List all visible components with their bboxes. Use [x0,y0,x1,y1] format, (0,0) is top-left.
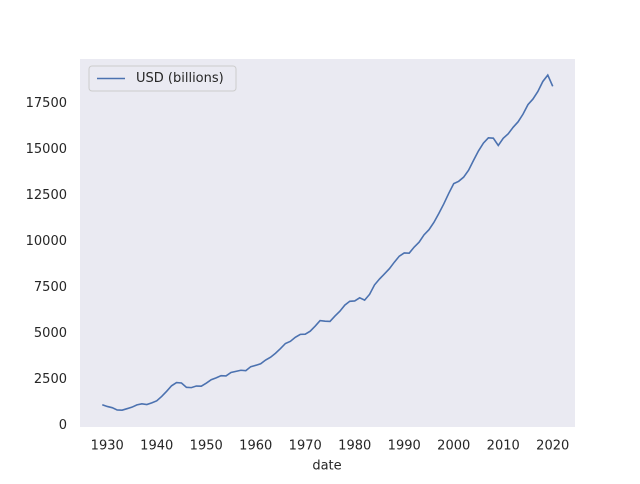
x-tick-label: 2010 [487,439,520,454]
y-tick-label: 7500 [34,280,67,295]
y-tick-label: 0 [59,418,67,433]
y-tick-label: 12500 [26,188,67,203]
x-tick-label: 1930 [91,439,124,454]
plot-area [80,59,575,427]
legend-label: USD (billions) [136,71,224,86]
x-axis-label: date [312,459,341,474]
x-tick-label: 1970 [289,439,322,454]
x-tick-label: 2000 [437,439,470,454]
y-tick-label: 10000 [26,234,67,249]
x-tick-label: 1950 [190,439,223,454]
x-tick-label: 1960 [239,439,272,454]
x-tick-label: 1940 [140,439,173,454]
y-tick-label: 2500 [34,372,67,387]
x-tick-label: 1980 [338,439,371,454]
x-tick-label: 2020 [536,439,569,454]
y-tick-label: 5000 [34,326,67,341]
legend-box [88,65,237,92]
y-tick-label: 17500 [26,96,67,111]
data-line [102,73,554,411]
y-tick-label: 15000 [26,142,67,157]
x-tick-label: 1990 [388,439,421,454]
